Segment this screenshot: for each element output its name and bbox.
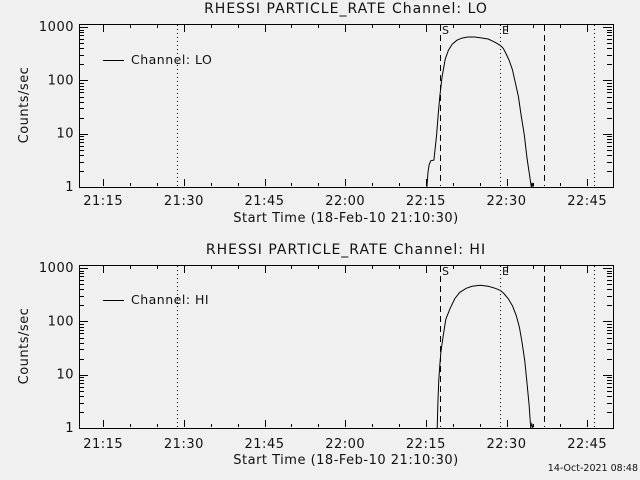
legend-lo: Channel: LO <box>103 52 212 67</box>
generated-timestamp: 14-Oct-2021 08:48 <box>547 463 638 474</box>
x-tick-label: 22:30 <box>487 437 527 452</box>
legend-line-sample <box>103 60 124 61</box>
marker-label-E: E <box>502 265 509 278</box>
marker-label-S: S <box>442 24 449 37</box>
axis-ticks-hi <box>80 266 612 429</box>
chart-title-hi: RHESSI PARTICLE_RATE Channel: HI <box>205 242 487 258</box>
x-tick-label: 22:15 <box>406 437 446 452</box>
x-tick-label: 21:15 <box>83 437 123 452</box>
legend-hi: Channel: HI <box>103 292 209 307</box>
x-tick-label: 22:00 <box>325 194 365 209</box>
plot-box-hi <box>79 265 614 429</box>
axis-ticks-lo <box>80 25 612 188</box>
x-tick-label: 22:15 <box>406 194 446 209</box>
x-axis-label-hi: Start Time (18-Feb-10 21:10:30) <box>233 453 459 468</box>
legend-label: Channel: HI <box>131 292 210 307</box>
chart-title-lo: RHESSI PARTICLE_RATE Channel: LO <box>204 1 488 17</box>
x-tick-label: 21:30 <box>164 194 204 209</box>
y-axis-label-hi: Counts/sec <box>17 307 32 385</box>
x-tick-label: 21:45 <box>245 194 285 209</box>
x-tick-label: 21:15 <box>83 194 123 209</box>
legend-label: Channel: LO <box>131 52 213 67</box>
y-tick-label: 1 <box>65 180 74 195</box>
x-tick-label: 22:30 <box>487 194 527 209</box>
y-tick-label: 1 <box>65 421 74 436</box>
y-axis-label-lo: Counts/sec <box>17 66 32 144</box>
series-line-lo <box>426 36 534 188</box>
marker-label-S: S <box>442 265 449 278</box>
legend-line-sample <box>103 300 124 301</box>
x-tick-label: 21:45 <box>245 437 285 452</box>
series-line-hi <box>436 284 534 429</box>
marker-label-E: E <box>502 24 509 37</box>
y-tick-label: 10 <box>56 368 74 383</box>
x-tick-label: 21:30 <box>164 437 204 452</box>
plot-box-lo <box>79 24 614 188</box>
y-tick-label: 1000 <box>39 261 74 276</box>
y-tick-label: 100 <box>48 315 74 330</box>
y-tick-label: 100 <box>48 74 74 89</box>
x-tick-label: 22:00 <box>325 437 365 452</box>
y-tick-label: 10 <box>56 127 74 142</box>
y-tick-label: 1000 <box>39 20 74 35</box>
x-tick-label: 22:45 <box>567 437 607 452</box>
x-tick-label: 22:45 <box>567 194 607 209</box>
x-axis-label-lo: Start Time (18-Feb-10 21:10:30) <box>233 211 459 226</box>
